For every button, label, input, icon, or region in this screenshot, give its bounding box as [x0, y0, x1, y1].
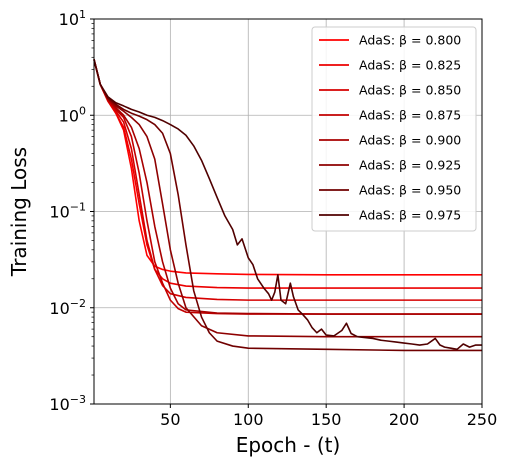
series-line-8: [93, 59, 482, 351]
series-line-7: [93, 59, 482, 352]
series-layer: [93, 59, 482, 352]
legend-label: AdaS: β = 0.850: [359, 83, 461, 98]
legend: AdaS: β = 0.800 AdaS: β = 0.825 AdaS: β = …: [311, 26, 477, 232]
x-tick-label: 250: [467, 410, 498, 429]
legend-label: AdaS: β = 0.925: [359, 158, 461, 173]
legend-label: AdaS: β = 0.875: [359, 108, 461, 123]
x-tick-label: 50: [160, 410, 180, 429]
legend-label: AdaS: β = 0.950: [359, 183, 461, 198]
series-line-5: [93, 59, 482, 315]
legend-label: AdaS: β = 0.975: [359, 208, 461, 223]
series-line-3: [93, 59, 482, 301]
legend-label: AdaS: β = 0.800: [359, 33, 461, 48]
x-axis: 50 100 150 200 250: [160, 404, 497, 429]
legend-label: AdaS: β = 0.900: [359, 133, 461, 148]
x-tick-label: 150: [311, 410, 342, 429]
y-tick-label: 10−1: [49, 201, 86, 222]
x-tick-label: 100: [233, 410, 264, 429]
legend-box: [311, 26, 477, 232]
y-tick-label: 101: [59, 8, 86, 29]
y-tick-label: 100: [59, 104, 86, 125]
y-axis-label: Training Loss: [7, 147, 31, 277]
legend-label: AdaS: β = 0.825: [359, 58, 461, 73]
y-tick-label: 10−2: [49, 297, 86, 318]
x-tick-label: 200: [389, 410, 420, 429]
y-axis: 10−3 10−2 10−1 100 101: [49, 8, 94, 414]
x-axis-label: Epoch - (t): [236, 433, 341, 457]
series-line-6: [93, 59, 482, 338]
y-tick-label: 10−3: [49, 393, 86, 414]
